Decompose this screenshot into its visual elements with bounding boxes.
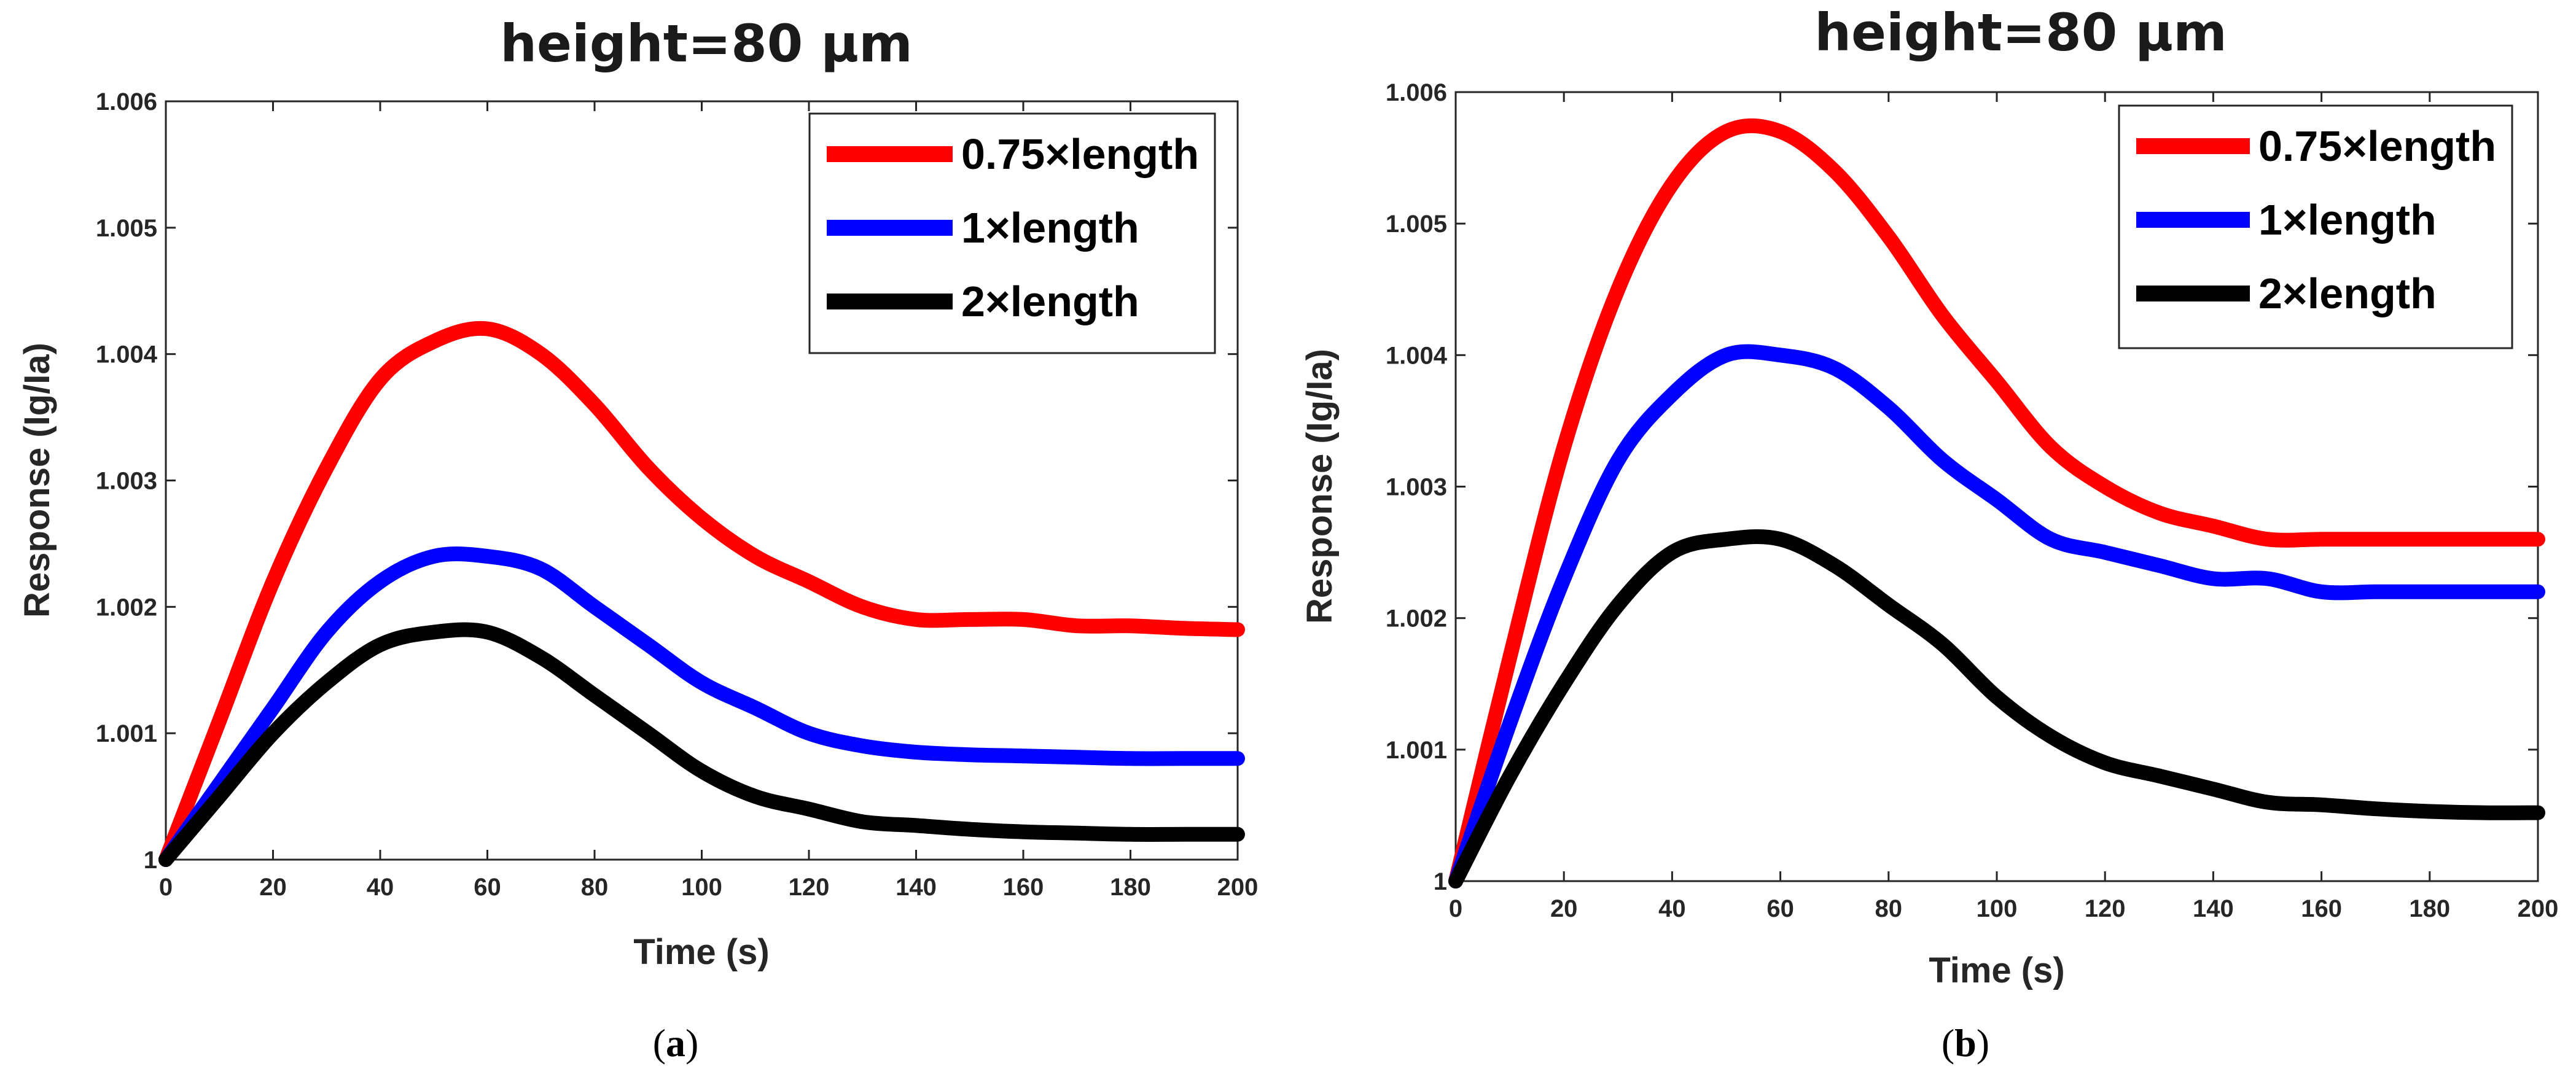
y-tick-label: 1.004 [1386, 342, 1448, 369]
legend: 0.75×length 1×length 2×length [808, 112, 1216, 354]
x-tick-labels: 0 20 40 60 80 100 120 140 160 180 200 [159, 874, 1259, 901]
series-line [158, 321, 1245, 867]
panel-caption: (b) [1942, 1021, 1989, 1065]
x-tick-label: 100 [1977, 895, 2018, 922]
x-tick-labels: 0 20 40 60 80 100 120 140 160 180 200 [1449, 895, 2559, 922]
y-tick-label: 1.001 [1386, 737, 1447, 764]
y-axis-label: Response (Ig/Ia) [1300, 349, 1340, 624]
chart-panel-b: height=80 μm 0 20 40 60 80 100 120 140 160 180 200… [1300, 2, 2558, 1065]
series-line [158, 622, 1245, 867]
series-lines [1448, 118, 2545, 888]
legend-label: 1×length [2258, 196, 2437, 244]
y-tick-label: 1.004 [96, 341, 158, 368]
panel-caption: (a) [653, 1021, 699, 1065]
caption-letter: a [666, 1021, 685, 1065]
series-line [1448, 529, 2545, 888]
x-tick-label: 60 [474, 874, 501, 901]
x-axis-label: Time (s) [1929, 951, 2064, 990]
y-tick-label: 1.006 [96, 88, 157, 115]
x-tick-label: 80 [1875, 895, 1903, 922]
y-tick-labels: 1 1.001 1.002 1.003 1.004 1.005 1.006 [1386, 79, 1448, 895]
x-tick-label: 160 [2301, 895, 2342, 922]
x-tick-label: 80 [581, 874, 609, 901]
y-tick-label: 1 [1434, 868, 1447, 895]
y-tick-label: 1.002 [1386, 605, 1447, 632]
x-tick-label: 20 [1550, 895, 1578, 922]
x-tick-label: 100 [681, 874, 722, 901]
legend-label: 0.75×length [2258, 122, 2496, 170]
series-line [158, 546, 1245, 867]
x-tick-label: 200 [2518, 895, 2559, 922]
y-tick-label: 1.001 [96, 720, 157, 747]
chart-panel-a: height=80 μm 0 20 40 60 80 100 120 140 160 180 200… [17, 14, 1258, 1065]
legend-entries: 0.75×length 1×length 2×length [827, 130, 1199, 325]
legend-label: 2×length [2258, 270, 2437, 317]
tick-marks [1454, 91, 2539, 882]
y-tick-label: 1.006 [1386, 79, 1447, 106]
chart-title: height=80 μm [500, 14, 913, 74]
y-tick-label: 1.005 [96, 215, 157, 242]
y-tick-label: 1.002 [96, 594, 157, 621]
series-line [1448, 344, 2545, 888]
caption-letter: b [1954, 1021, 1977, 1065]
x-tick-label: 0 [1449, 895, 1462, 922]
x-tick-label: 180 [2409, 895, 2450, 922]
x-tick-label: 160 [1003, 874, 1044, 901]
y-axis-label: Response (Ig/Ia) [17, 343, 57, 618]
x-tick-label: 140 [2193, 895, 2234, 922]
series-line [1448, 118, 2545, 888]
legend-label: 2×length [961, 278, 1139, 325]
y-tick-label: 1.003 [1386, 474, 1447, 501]
x-tick-label: 140 [896, 874, 937, 901]
x-tick-label: 180 [1110, 874, 1151, 901]
legend: 0.75×length 1×length 2×length [2118, 104, 2513, 349]
x-tick-label: 120 [2085, 895, 2126, 922]
y-tick-label: 1 [144, 847, 157, 874]
x-axis-label: Time (s) [633, 932, 769, 972]
y-tick-label: 1.003 [96, 468, 157, 495]
legend-entries: 0.75×length 1×length 2×length [2136, 122, 2496, 317]
y-tick-labels: 1 1.001 1.002 1.003 1.004 1.005 1.006 [96, 88, 158, 874]
x-tick-label: 120 [789, 874, 830, 901]
series-lines [158, 321, 1245, 867]
x-tick-label: 20 [259, 874, 287, 901]
x-tick-label: 0 [159, 874, 173, 901]
x-tick-label: 60 [1766, 895, 1794, 922]
y-tick-label: 1.005 [1386, 211, 1447, 238]
chart-title: height=80 μm [1814, 2, 2227, 63]
x-tick-label: 200 [1217, 874, 1259, 901]
legend-label: 0.75×length [961, 130, 1199, 178]
legend-label: 1×length [961, 204, 1139, 252]
x-tick-label: 40 [1658, 895, 1686, 922]
x-tick-label: 40 [367, 874, 394, 901]
